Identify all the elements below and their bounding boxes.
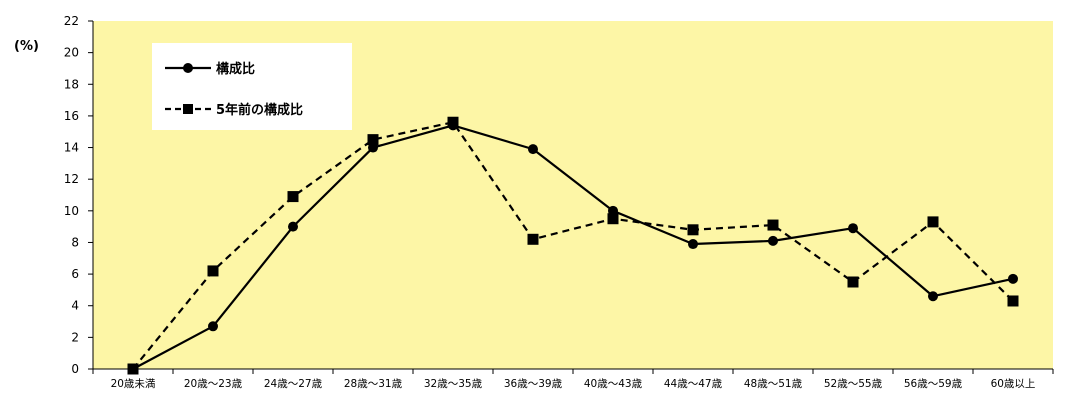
data-point xyxy=(1008,273,1018,284)
y-axis-unit: (%) xyxy=(14,39,39,54)
y-tick-label: 8 xyxy=(71,235,79,249)
y-tick-label: 2 xyxy=(71,330,79,344)
data-point xyxy=(287,191,299,203)
data-point xyxy=(927,216,939,228)
data-point xyxy=(527,233,539,245)
legend-box xyxy=(152,43,352,130)
x-tick-label: 24歳～27歳 xyxy=(264,378,323,390)
data-point xyxy=(768,235,778,246)
x-tick-label: 32歳～35歳 xyxy=(424,378,483,390)
data-point xyxy=(528,144,538,155)
x-tick-label: 48歳～51歳 xyxy=(744,378,803,390)
data-point xyxy=(607,213,619,225)
y-tick-label: 16 xyxy=(64,109,79,123)
data-point xyxy=(127,363,139,375)
series-2 xyxy=(127,116,1019,375)
data-point xyxy=(447,116,459,128)
legend: 構成比 5年前の構成比 xyxy=(152,43,352,130)
x-axis: 20歳未満 20歳～23歳 24歳～27歳 28歳～31歳 32歳～35歳 36歳～39歳… xyxy=(92,368,1054,390)
legend-marker xyxy=(183,63,193,73)
series-line xyxy=(132,121,1014,370)
data-point xyxy=(847,276,859,288)
y-tick-label: 4 xyxy=(71,299,79,313)
legend-label: 構成比 xyxy=(216,61,255,77)
x-tick-label: 44歳～47歳 xyxy=(664,378,723,390)
data-point xyxy=(767,219,779,231)
legend-marker xyxy=(183,104,193,114)
y-tick-label: 18 xyxy=(64,77,79,91)
data-point xyxy=(688,239,698,250)
y-tick-label: 0 xyxy=(71,362,79,376)
x-tick-label: 20歳未満 xyxy=(111,378,156,390)
x-tick-label: 20歳～23歳 xyxy=(184,378,243,390)
data-point xyxy=(208,321,218,332)
data-point xyxy=(288,221,298,232)
x-tick-label: 60歳以上 xyxy=(991,378,1036,390)
legend-label: 5年前の構成比 xyxy=(216,102,303,118)
y-tick-label: 14 xyxy=(64,141,79,155)
data-point xyxy=(848,223,858,234)
data-point xyxy=(928,291,938,302)
data-point xyxy=(367,134,379,146)
series-layer xyxy=(127,116,1019,375)
x-tick-label: 40歳～43歳 xyxy=(584,378,643,390)
x-tick-label: 52歳～55歳 xyxy=(824,378,883,390)
data-point xyxy=(1007,295,1019,307)
y-tick-label: 10 xyxy=(64,204,79,218)
x-tick-label: 28歳～31歳 xyxy=(344,378,403,390)
y-tick-label: 20 xyxy=(64,46,79,60)
x-tick-label: 56歳～59歳 xyxy=(904,378,963,390)
x-tick-label: 36歳～39歳 xyxy=(504,378,563,390)
y-tick-label: 6 xyxy=(71,267,79,281)
y-tick-label: 22 xyxy=(64,14,79,28)
y-tick-label: 12 xyxy=(64,172,79,186)
data-point xyxy=(207,265,219,277)
series-line xyxy=(132,124,1014,370)
data-point xyxy=(687,224,699,236)
y-axis: 0 2 4 6 8 10 12 14 16 18 20 22 xyxy=(64,14,94,376)
